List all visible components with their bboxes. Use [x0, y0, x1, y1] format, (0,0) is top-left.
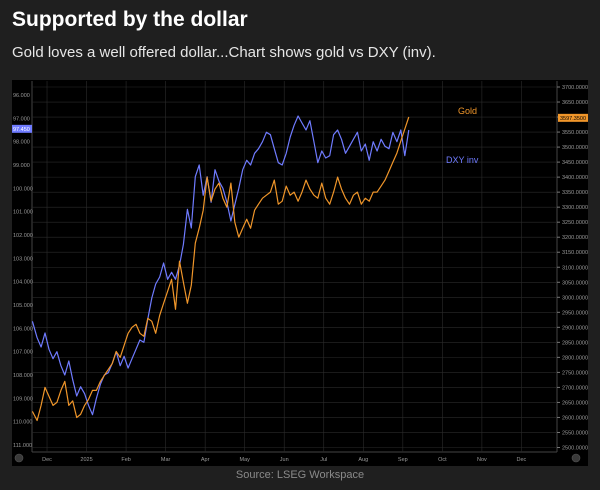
dxy-inv-line — [31, 115, 410, 416]
left-tick-label: 98.000 — [13, 140, 30, 146]
x-tick-label: Dec — [517, 457, 527, 463]
series-labels: Gold DXY inv — [446, 106, 479, 165]
right-tick-label: 2500.0000 — [562, 445, 588, 451]
right-tick-label: 3700.0000 — [562, 85, 588, 91]
left-tick-label: 108.000 — [13, 373, 33, 379]
x-tick-label: 2025 — [80, 457, 92, 463]
right-tick-label: 3500.0000 — [562, 145, 588, 151]
chart-subtitle: Gold loves a well offered dollar...Chart… — [12, 44, 436, 61]
gold-label: Gold — [458, 106, 477, 116]
left-tick-label: 110.000 — [13, 420, 32, 426]
dxy-inv-label: DXY inv — [446, 155, 479, 165]
right-tick-label: 3650.0000 — [562, 100, 588, 106]
x-tick-label: Feb — [121, 457, 130, 463]
chart-background — [12, 80, 588, 466]
x-tick-label: Dec — [42, 457, 52, 463]
left-tick-label: 105.000 — [13, 303, 33, 309]
left-tick-label: 97.000 — [13, 116, 30, 122]
left-tick-label: 103.000 — [13, 256, 33, 262]
x-tick-label: Nov — [477, 457, 487, 463]
left-tick-label: 99.000 — [13, 163, 30, 169]
left-tick-label: 102.000 — [13, 233, 33, 239]
source-note: Source: LSEG Workspace — [235, 469, 365, 481]
right-tick-label: 2600.0000 — [562, 415, 588, 421]
right-tick-label: 2550.0000 — [562, 430, 588, 436]
x-tick-label: Aug — [358, 457, 368, 463]
left-axis-ticks: 96.000 97.000 98.000 99.000 100.000 101.000 10… — [13, 93, 33, 449]
right-tick-label: 3200.0000 — [562, 235, 588, 241]
left-tick-label: 109.000 — [13, 396, 33, 402]
x-tick-label: Mar — [161, 457, 171, 463]
gold-value-badge — [558, 113, 588, 122]
right-tick-label: 3150.0000 — [562, 250, 588, 256]
right-tick-label: 3100.0000 — [562, 265, 588, 271]
chart-title: Supported by the dollar — [12, 8, 248, 31]
x-tick-label: Jul — [320, 457, 327, 463]
dxy-value-badge — [12, 124, 32, 133]
x-tick-label: Oct — [438, 457, 447, 463]
left-tick-label: 106.000 — [13, 326, 33, 332]
right-tick-label: 3300.0000 — [562, 205, 588, 211]
right-tick-label: 3000.0000 — [562, 295, 588, 301]
left-tick-label: 101.000 — [13, 210, 33, 216]
series-lines — [31, 115, 410, 422]
value-badges: 3597.3500 97.450 — [12, 113, 588, 133]
right-tick-label: 2700.0000 — [562, 385, 588, 391]
dxy-value-text: 97.450 — [13, 127, 30, 133]
left-tick-label: 104.000 — [13, 280, 33, 286]
left-tick-label: 107.000 — [13, 350, 33, 356]
gold-value-text: 3597.3500 — [560, 116, 586, 122]
x-tick-label: May — [239, 457, 250, 463]
right-tick-label: 3050.0000 — [562, 280, 588, 286]
right-tick-label: 3550.0000 — [562, 130, 588, 136]
left-tick-label: 96.000 — [13, 93, 30, 99]
right-axis-button[interactable] — [571, 453, 581, 463]
right-tick-label: 3450.0000 — [562, 160, 588, 166]
right-tick-label: 3400.0000 — [562, 175, 588, 181]
left-axis-button[interactable] — [14, 453, 24, 463]
right-tick-label: 2650.0000 — [562, 400, 588, 406]
right-tick-label: 2750.0000 — [562, 370, 588, 376]
right-tick-label: 2800.0000 — [562, 355, 588, 361]
x-tick-label: Apr — [201, 457, 210, 463]
right-tick-label: 3250.0000 — [562, 220, 588, 226]
right-tick-label: 2900.0000 — [562, 325, 588, 331]
x-tick-label: Sep — [398, 457, 408, 463]
right-tick-label: 2850.0000 — [562, 340, 588, 346]
axis-corner-buttons — [14, 453, 581, 463]
right-tick-label: 3350.0000 — [562, 190, 588, 196]
x-axis-ticks: Dec 2025 Feb Mar Apr May Jun Jul Aug Sep Oct Nov Dec — [42, 457, 526, 463]
gold-line — [31, 116, 410, 422]
right-tick-label: 2950.0000 — [562, 310, 588, 316]
left-tick-label: 111.000 — [13, 443, 32, 449]
left-tick-label: 100.000 — [13, 186, 33, 192]
x-tick-label: Jun — [280, 457, 289, 463]
